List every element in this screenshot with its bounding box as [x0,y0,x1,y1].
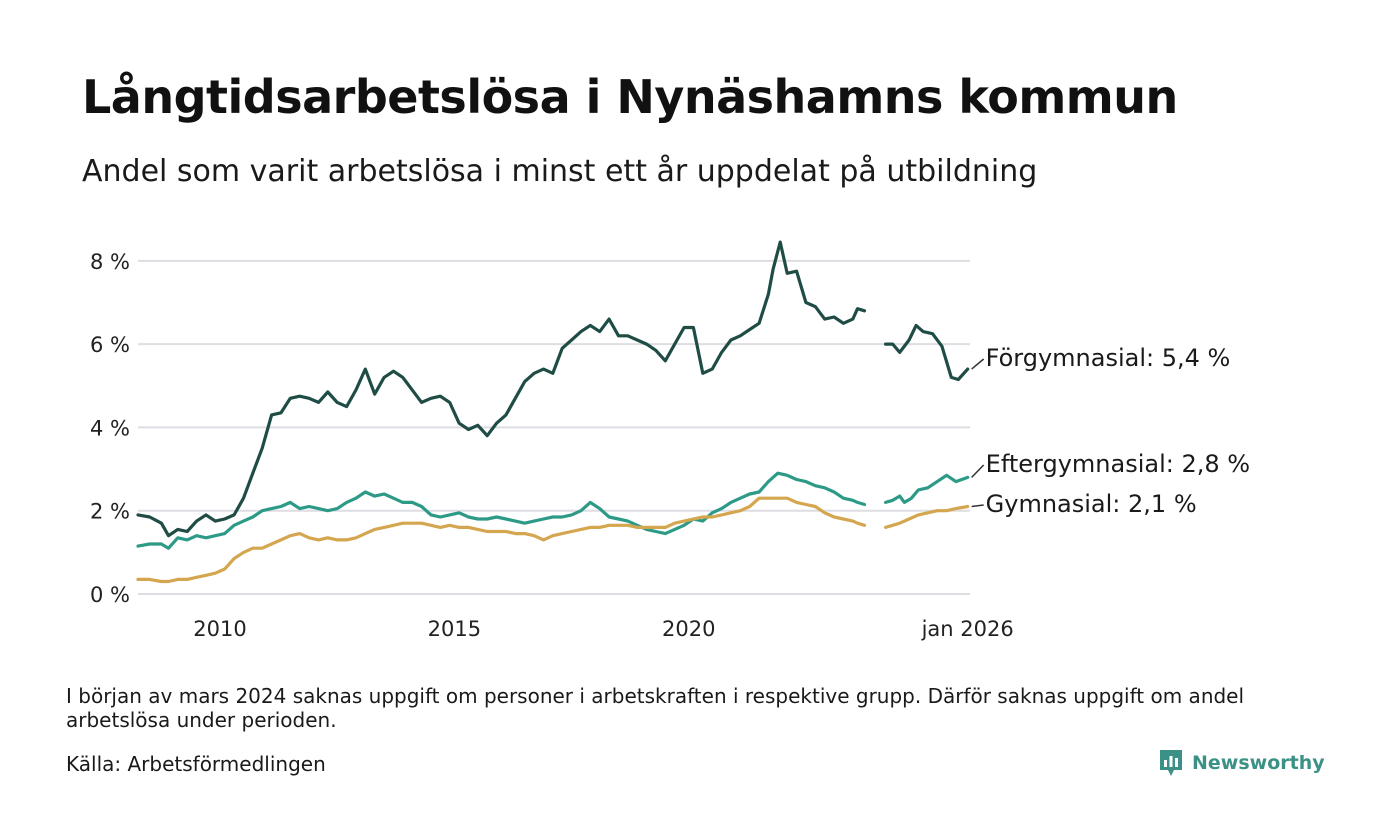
chart-subtitle: Andel som varit arbetslösa i minst ett å… [82,154,1038,189]
x-tick-label: 2010 [193,617,246,641]
series-lines [136,240,970,584]
eftergymnasial-line-segment-2 [884,473,970,504]
gymnasial-end-label: Gymnasial: 2,1 % [986,490,1197,518]
x-tick-label: 2015 [428,617,481,641]
y-tick-label: 2 % [90,500,130,524]
newsworthy-logo: Newsworthy [1158,748,1325,778]
x-axis-ticks: 2010 2015 2020 jan 2026 [193,617,1013,641]
newsworthy-logo-icon [1160,750,1182,776]
grid-lines [138,259,970,595]
end-labels: Förgymnasial: 5,4 % Eftergymnasial: 2,8 %… [971,344,1250,518]
forgymnasial-end-label: Förgymnasial: 5,4 % [986,344,1231,372]
gymnasial-line-segment-2 [884,504,970,529]
gymnasial-line-segment-1 [136,496,867,584]
x-tick-label: jan 2026 [921,617,1014,641]
y-axis-ticks: 0 % 2 % 4 % 6 % 8 % [90,250,130,607]
x-tick-label: 2020 [662,617,715,641]
eftergymnasial-label-connector [971,464,985,478]
line-chart: 0 % 2 % 4 % 6 % 8 % 2010 2015 2020 jan 2026 För… [90,240,1250,641]
eftergymnasial-line-segment-1 [136,471,867,550]
chart-title: Långtidsarbetslösa i Nynäshamns kommun [82,70,1178,124]
source-credit: Källa: Arbetsförmedlingen [66,752,326,776]
y-tick-label: 0 % [90,583,130,607]
y-tick-label: 6 % [90,333,130,357]
forgymnasial-line-segment-2 [884,323,970,382]
y-tick-label: 4 % [90,416,130,440]
brand-name: Newsworthy [1192,752,1325,774]
forgymnasial-label-connector [971,358,985,370]
eftergymnasial-end-label: Eftergymnasial: 2,8 % [986,450,1250,478]
gymnasial-label-connector [971,504,984,508]
forgymnasial-line-segment-1 [136,240,867,538]
footnote: I början av mars 2024 saknas uppgift om … [66,684,1245,732]
y-tick-label: 8 % [90,250,130,274]
